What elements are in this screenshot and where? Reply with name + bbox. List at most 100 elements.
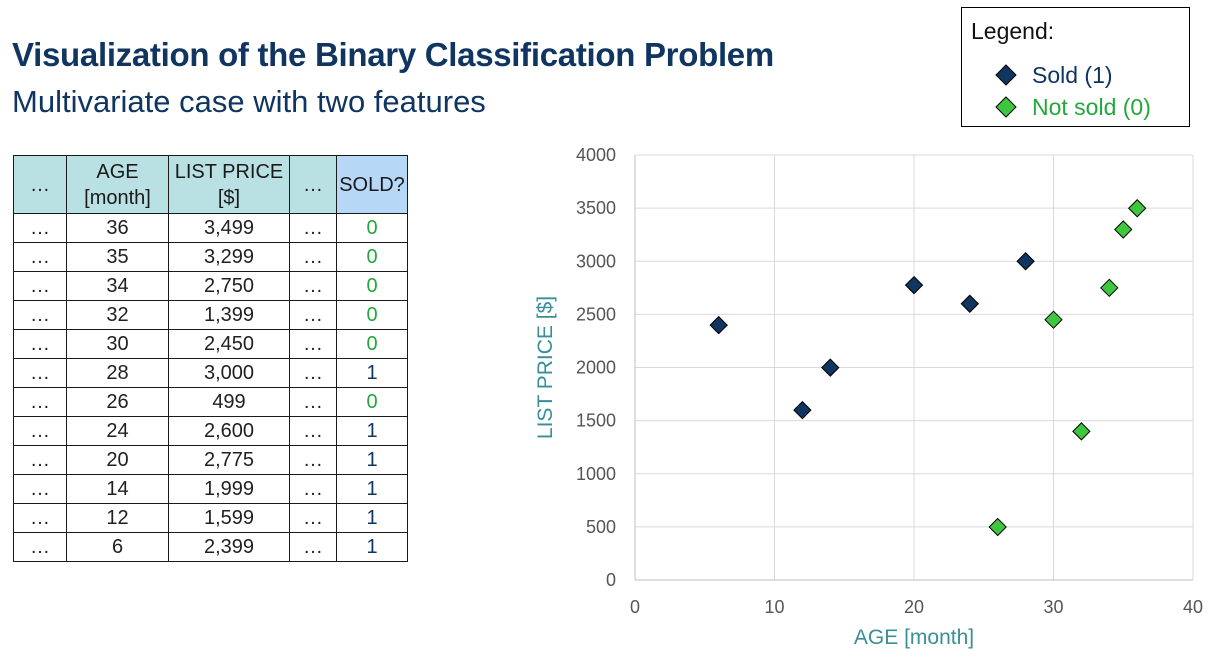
header-price-line2: [$] bbox=[218, 187, 240, 209]
cell-ellipsis: … bbox=[290, 388, 337, 417]
header-list-price: LIST PRICE [$] bbox=[169, 156, 290, 214]
table-row: … 6 2,399… 1 bbox=[14, 533, 408, 562]
cell-age: 12 bbox=[67, 504, 169, 533]
x-tick-label: 20 bbox=[904, 597, 924, 617]
table-row: … 20 2,775… 1 bbox=[14, 446, 408, 475]
header-sold: SOLD? bbox=[337, 156, 408, 214]
y-tick-label: 2000 bbox=[576, 358, 616, 378]
table-body: … 36 3,499… 0… 35 3,299… 0… 34 2,750… 0… 32 1,399… 0… bbox=[14, 214, 408, 562]
x-tick-label: 10 bbox=[764, 597, 784, 617]
cell-sold: 0 bbox=[337, 330, 408, 359]
cell-age: 36 bbox=[67, 214, 169, 243]
legend-label-sold: Sold (1) bbox=[1032, 62, 1113, 89]
cell-age: 24 bbox=[67, 417, 169, 446]
cell-ellipsis: … bbox=[14, 533, 67, 562]
cell-ellipsis: … bbox=[14, 214, 67, 243]
table-row: … 35 3,299… 0 bbox=[14, 243, 408, 272]
cell-ellipsis: … bbox=[290, 475, 337, 504]
legend-item-sold: Sold (1) bbox=[994, 60, 1113, 90]
cell-age: 14 bbox=[67, 475, 169, 504]
x-axis-title: AGE [month] bbox=[854, 626, 974, 649]
cell-age: 30 bbox=[67, 330, 169, 359]
cell-list-price: 3,499 bbox=[169, 214, 290, 243]
cell-age: 26 bbox=[67, 388, 169, 417]
cell-list-price: 499 bbox=[169, 388, 290, 417]
table-row: … 24 2,600… 1 bbox=[14, 417, 408, 446]
data-point-not-sold bbox=[989, 518, 1006, 535]
header-age-line2: [month] bbox=[84, 187, 151, 209]
cell-sold: 0 bbox=[337, 388, 408, 417]
data-point-not-sold bbox=[1115, 221, 1132, 238]
cell-sold: 0 bbox=[337, 301, 408, 330]
cell-sold: 1 bbox=[337, 475, 408, 504]
y-tick-label: 3500 bbox=[576, 198, 616, 218]
data-point-sold bbox=[710, 317, 727, 334]
data-point-not-sold bbox=[1101, 279, 1118, 296]
table-row: … 36 3,499… 0 bbox=[14, 214, 408, 243]
y-tick-label: 3000 bbox=[576, 251, 616, 271]
header-age: AGE [month] bbox=[67, 156, 169, 214]
x-tick-label: 0 bbox=[630, 597, 640, 617]
cell-sold: 1 bbox=[337, 504, 408, 533]
y-axis-title: LIST PRICE [$] bbox=[534, 296, 557, 439]
legend-item-not-sold: Not sold (0) bbox=[994, 92, 1151, 122]
cell-age: 35 bbox=[67, 243, 169, 272]
cell-sold: 1 bbox=[337, 446, 408, 475]
cell-ellipsis: … bbox=[14, 272, 67, 301]
cell-list-price: 1,999 bbox=[169, 475, 290, 504]
y-tick-label: 0 bbox=[606, 570, 616, 590]
cell-ellipsis: … bbox=[14, 359, 67, 388]
cell-ellipsis: … bbox=[14, 475, 67, 504]
cell-sold: 0 bbox=[337, 243, 408, 272]
cell-ellipsis: … bbox=[290, 359, 337, 388]
scatter-chart: 0 500 1000 1500 2000 2500 3000 3500 4000 0 10 20 30 4… bbox=[520, 140, 1220, 655]
cell-sold: 1 bbox=[337, 417, 408, 446]
data-table: … AGE [month] LIST PRICE [$] … SOLD? … 36… bbox=[13, 155, 408, 562]
header-age-line1: AGE bbox=[96, 161, 138, 183]
cell-sold: 1 bbox=[337, 533, 408, 562]
cell-ellipsis: … bbox=[14, 446, 67, 475]
cell-sold: 0 bbox=[337, 272, 408, 301]
header-ellipsis-2: … bbox=[290, 156, 337, 214]
table-row: … 14 1,999… 1 bbox=[14, 475, 408, 504]
cell-age: 20 bbox=[67, 446, 169, 475]
header-price-line1: LIST PRICE bbox=[175, 161, 284, 183]
cell-ellipsis: … bbox=[290, 446, 337, 475]
cell-ellipsis: … bbox=[14, 504, 67, 533]
cell-ellipsis: … bbox=[14, 301, 67, 330]
page-subtitle: Multivariate case with two features bbox=[12, 84, 486, 120]
cell-list-price: 2,600 bbox=[169, 417, 290, 446]
legend-box: Legend: Sold (1) Not sold (0) bbox=[961, 7, 1190, 127]
cell-age: 28 bbox=[67, 359, 169, 388]
table-row: … 32 1,399… 0 bbox=[14, 301, 408, 330]
data-point-not-sold bbox=[1129, 200, 1146, 217]
header-ellipsis-1: … bbox=[14, 156, 67, 214]
data-point-sold bbox=[1017, 253, 1034, 270]
cell-sold: 0 bbox=[337, 214, 408, 243]
cell-ellipsis: … bbox=[14, 388, 67, 417]
cell-ellipsis: … bbox=[290, 214, 337, 243]
cell-ellipsis: … bbox=[290, 533, 337, 562]
y-tick-label: 1500 bbox=[576, 411, 616, 431]
data-point-sold bbox=[906, 277, 923, 294]
cell-list-price: 2,775 bbox=[169, 446, 290, 475]
y-tick-label: 4000 bbox=[576, 145, 616, 165]
diamond-sold-icon bbox=[994, 63, 1018, 87]
cell-sold: 1 bbox=[337, 359, 408, 388]
cell-age: 32 bbox=[67, 301, 169, 330]
data-point-sold bbox=[822, 359, 839, 376]
cell-ellipsis: … bbox=[14, 417, 67, 446]
table-row: … 34 2,750… 0 bbox=[14, 272, 408, 301]
page-title: Visualization of the Binary Classificati… bbox=[12, 36, 774, 74]
table-row: … 28 3,000… 1 bbox=[14, 359, 408, 388]
legend-label-not-sold: Not sold (0) bbox=[1032, 94, 1151, 121]
cell-ellipsis: … bbox=[290, 504, 337, 533]
cell-list-price: 2,750 bbox=[169, 272, 290, 301]
cell-ellipsis: … bbox=[290, 243, 337, 272]
cell-list-price: 2,450 bbox=[169, 330, 290, 359]
table-row: … 30 2,450… 0 bbox=[14, 330, 408, 359]
cell-ellipsis: … bbox=[14, 243, 67, 272]
x-tick-label: 30 bbox=[1043, 597, 1063, 617]
data-point-sold bbox=[961, 295, 978, 312]
cell-ellipsis: … bbox=[290, 301, 337, 330]
